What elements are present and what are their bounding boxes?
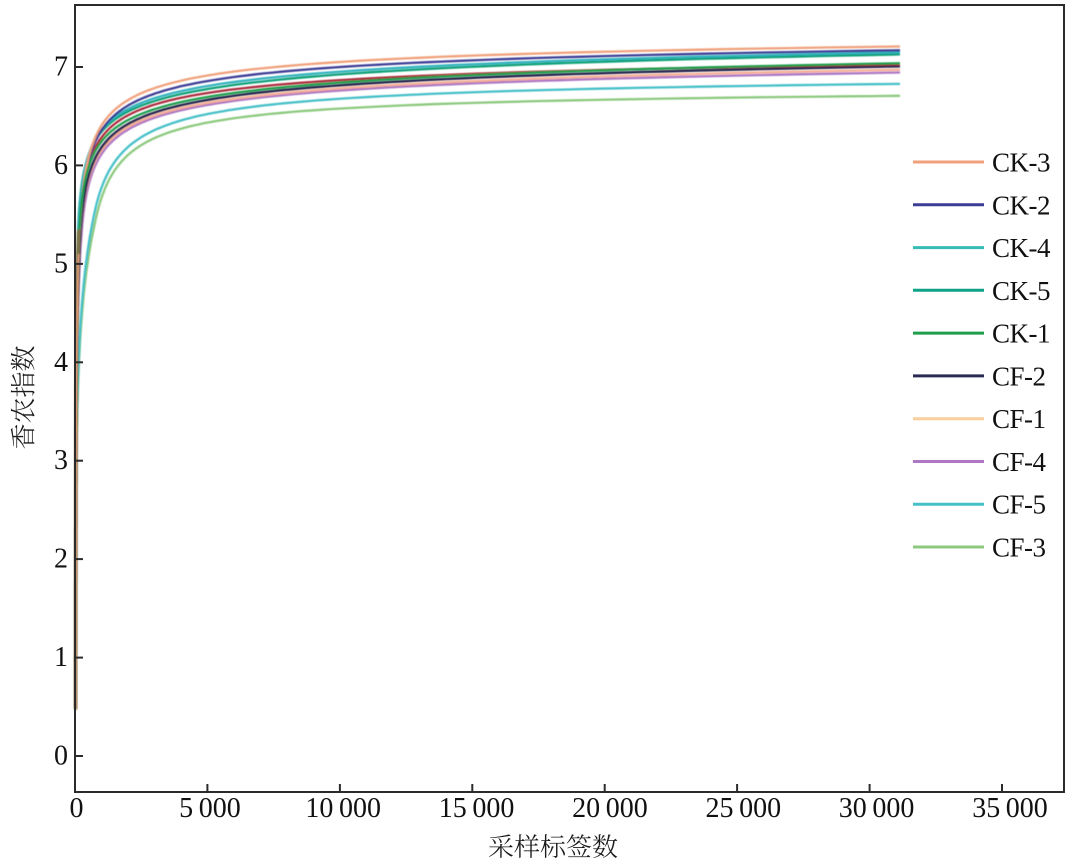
svg-text:CK-1: CK-1 [992,319,1050,349]
svg-text:CK-2: CK-2 [992,190,1050,220]
svg-text:CF-3: CF-3 [992,533,1046,563]
svg-text:0: 0 [54,741,68,772]
svg-text:5: 5 [54,248,68,279]
svg-text:CK-4: CK-4 [992,233,1051,263]
svg-text:CK-5: CK-5 [992,276,1050,306]
svg-text:7: 7 [54,52,68,83]
svg-text:CF-4: CF-4 [992,447,1047,477]
svg-text:3: 3 [54,445,68,476]
svg-text:CF-1: CF-1 [992,404,1046,434]
svg-text:10 000: 10 000 [305,793,381,824]
svg-text:30 000: 30 000 [839,793,915,824]
svg-text:25 000: 25 000 [705,793,781,824]
svg-text:CK-3: CK-3 [992,148,1050,178]
svg-text:0: 0 [70,793,84,824]
svg-text:5 000: 5 000 [179,793,241,824]
svg-text:35 000: 35 000 [972,793,1048,824]
svg-text:15 000: 15 000 [439,793,515,824]
svg-text:4: 4 [54,347,68,378]
svg-text:CF-2: CF-2 [992,361,1046,391]
svg-text:CF-5: CF-5 [992,490,1046,520]
svg-text:1: 1 [54,642,68,673]
svg-text:2: 2 [54,544,68,575]
svg-text:6: 6 [54,150,68,181]
svg-text:20 000: 20 000 [572,793,648,824]
